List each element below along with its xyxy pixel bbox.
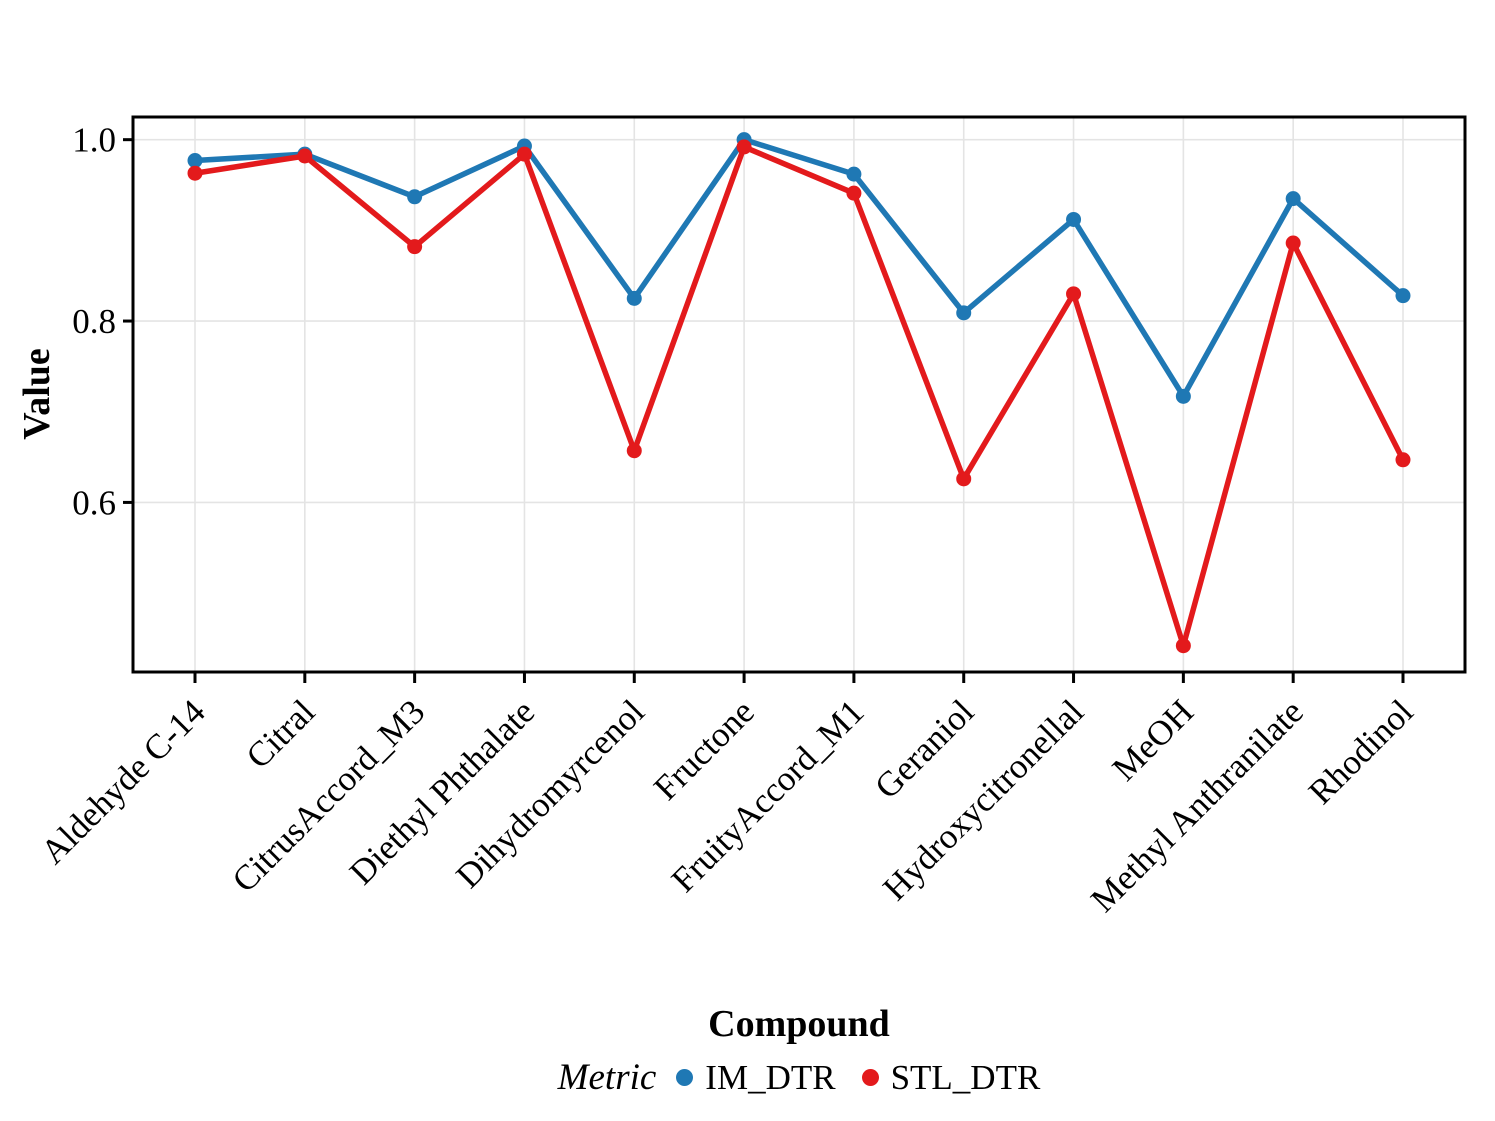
legend-dot-IM_DTR [676,1069,694,1086]
data-point-IM_DTR [1395,288,1411,304]
x-tick-label: Citral [239,692,323,776]
data-point-STL_DTR [1285,235,1301,251]
data-point-STL_DTR [407,239,423,255]
data-point-STL_DTR [1395,452,1411,468]
data-point-IM_DTR [187,153,203,169]
x-tick-label: Methyl Anthranilate [1083,692,1311,920]
legend-items: IM_DTR STL_DTR [676,1058,1040,1098]
data-point-STL_DTR [187,165,203,181]
data-point-IM_DTR [956,305,972,321]
x-tick-label: FruityAccord_M1 [664,692,872,900]
data-point-STL_DTR [736,139,752,155]
y-tick-label: 0.8 [72,302,116,341]
x-tick-label: CitrusAccord_M3 [225,692,433,900]
data-point-IM_DTR [407,189,423,205]
data-point-STL_DTR [1175,638,1191,654]
y-tick-label: 0.6 [72,483,116,522]
legend: Metric IM_DTR STL_DTR [133,1056,1465,1099]
panel-border [131,115,1467,674]
data-point-STL_DTR [626,443,642,459]
legend-label-IM_DTR: IM_DTR [705,1057,836,1097]
x-tick-label: MeOH [1105,692,1201,788]
x-tick-label: Diethyl Phthalate [342,692,542,892]
legend-title: Metric [557,1057,657,1098]
x-tick-label: Dihydromyrcenol [448,692,652,896]
data-point-IM_DTR [1066,211,1082,227]
x-tick-label: Aldehyde C-14 [33,692,212,871]
x-axis-title: Compound [708,1003,890,1045]
data-point-STL_DTR [956,471,972,487]
data-point-STL_DTR [846,185,862,201]
x-tick-label: Rhodinol [1301,692,1421,812]
legend-item-IM_DTR: IM_DTR [676,1057,836,1098]
data-point-IM_DTR [1175,388,1191,404]
x-tick-label: Geraniol [867,692,981,806]
y-tick-label: 1.0 [72,121,116,160]
legend-item-STL_DTR: STL_DTR [861,1057,1041,1098]
data-point-IM_DTR [626,290,642,306]
data-point-IM_DTR [1285,191,1301,207]
data-point-STL_DTR [516,146,532,162]
legend-dot-STL_DTR [861,1069,879,1086]
x-tick-label: Hydroxycitronellal [875,692,1091,908]
data-point-STL_DTR [297,148,313,164]
y-axis-title: Value [16,348,58,440]
data-point-IM_DTR [846,166,862,182]
series-line-IM_DTR [192,136,1406,400]
series-line-STL_DTR [192,144,1406,649]
legend-label-STL_DTR: STL_DTR [890,1057,1041,1097]
data-point-STL_DTR [1066,286,1082,302]
